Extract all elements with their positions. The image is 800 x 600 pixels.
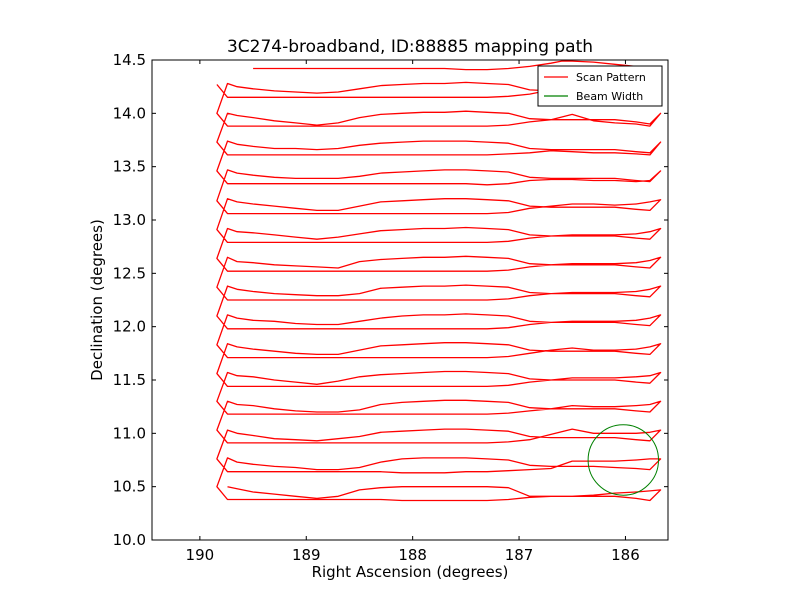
y-tick-label: 13.5 xyxy=(113,158,146,176)
scan-pattern-line xyxy=(216,81,662,502)
legend: Scan Pattern Beam Width xyxy=(537,65,663,107)
plot-frame xyxy=(151,59,669,541)
y-tick-label: 11.0 xyxy=(113,424,146,442)
y-axis-label: Declination (degrees) xyxy=(88,219,106,381)
x-tick-label: 190 xyxy=(186,546,215,564)
x-tick-label: 189 xyxy=(292,546,321,564)
beam-width-circle xyxy=(587,424,659,496)
legend-label: Scan Pattern xyxy=(576,71,646,84)
y-tick-label: 10.0 xyxy=(113,531,146,549)
scan-pattern-top-line xyxy=(253,60,650,71)
x-axis-label: Right Ascension (degrees) xyxy=(312,563,509,581)
y-tick-label: 12.0 xyxy=(113,318,146,336)
axes-ticks: 190 189 188 187 186 10.0 10.5 11.0 11.5 12.0 12.5 1… xyxy=(113,51,668,564)
plot-area xyxy=(216,60,662,502)
y-tick-label: 13.0 xyxy=(113,211,146,229)
chart-title: 3C274-broadband, ID:88885 mapping path xyxy=(227,37,593,57)
x-tick-label: 187 xyxy=(505,546,534,564)
y-tick-label: 10.5 xyxy=(113,478,146,496)
y-tick-label: 14.5 xyxy=(113,51,146,69)
y-tick-label: 14.0 xyxy=(113,104,146,122)
x-tick-label: 188 xyxy=(398,546,427,564)
legend-label: Beam Width xyxy=(576,90,643,103)
y-tick-label: 12.5 xyxy=(113,264,146,282)
y-tick-label: 11.5 xyxy=(113,371,146,389)
legend-box xyxy=(537,65,663,107)
x-tick-label: 186 xyxy=(611,546,640,564)
